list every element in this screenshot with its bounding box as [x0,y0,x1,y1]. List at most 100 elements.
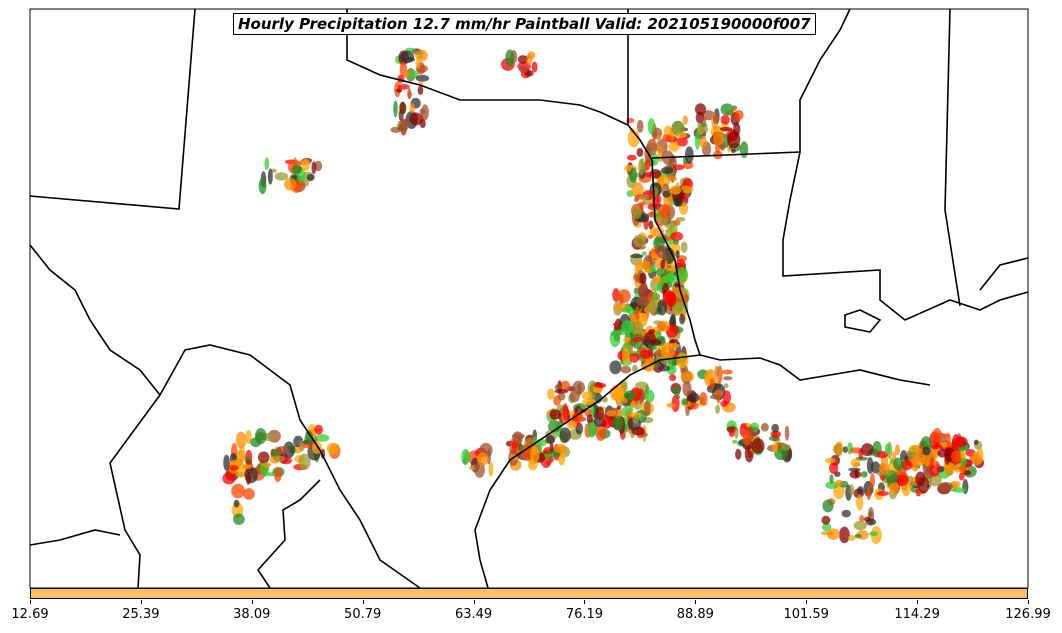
precip-blob [671,394,680,413]
precip-blob [712,114,720,125]
precip-blob [609,329,621,348]
precip-blob [572,380,586,395]
precip-blob [712,133,725,146]
precip-blob [644,389,655,403]
colorbar-tick-label: 38.09 [233,607,271,622]
precip-blob [298,453,311,471]
precip-blob [971,452,982,466]
colorbar-tick [251,600,253,604]
precip-blob [415,58,421,70]
precip-blob [784,425,790,441]
precip-blob [675,250,680,259]
precip-blob [632,414,640,424]
precip-blob [631,182,644,199]
precip-blob [740,141,749,159]
precip-blob [641,194,650,200]
precip-blob [553,444,568,454]
precip-blob [876,450,889,459]
precip-blob [409,112,424,126]
precip-blob [267,168,273,185]
precip-blob [882,469,894,476]
precip-blob [557,392,566,401]
precip-blob [526,53,533,66]
precip-blob [630,401,637,408]
precip-blob [856,494,864,511]
colorbar-tick-label: 114.29 [894,607,940,622]
precip-blob [953,436,968,448]
precip-blob [419,108,426,115]
precip-blob [640,281,648,300]
precip-blob [723,383,729,389]
precip-blob [657,365,671,372]
precip-blob [770,430,782,438]
precip-blob [587,421,597,438]
precip-blob [548,455,555,463]
precip-blob [835,441,844,457]
precip-blob [661,166,674,175]
precip-blob [888,482,900,494]
precip-blob [658,204,671,219]
precip-blob [417,85,424,96]
precip-blob [656,245,667,259]
precip-blob [403,70,409,78]
precip-blob [939,481,953,491]
precip-blob [675,217,686,222]
precip-blob [893,457,903,471]
precip-blob [549,409,561,420]
precip-blob [605,410,617,417]
precip-blob [847,535,856,541]
precip-blob [595,424,607,441]
precip-blob [771,423,779,433]
precip-blob [742,429,752,447]
precip-blob [859,515,865,523]
precip-blob [649,339,662,346]
precip-blob [973,439,979,446]
precip-blob [245,472,252,485]
colorbar-tick-label: 63.49 [454,607,493,622]
precip-blob [699,135,707,148]
precip-blob [311,161,317,175]
precip-blob [876,491,890,496]
precip-blob [884,443,891,456]
precip-blob [231,483,245,499]
precip-blob [772,441,779,453]
precip-blob [722,376,733,381]
precip-blob [407,92,412,98]
precip-blob [675,352,689,369]
precip-blob [706,371,712,383]
precip-blob [621,306,633,313]
precip-blob [647,118,656,135]
precip-blob [633,287,639,295]
precip-blob [715,404,721,414]
precip-blob [932,458,937,466]
precip-blob [671,122,685,134]
precip-blob [315,434,330,442]
precip-blob [518,66,529,73]
precip-blob [853,520,868,531]
precip-blob [648,220,654,230]
precip-blob [620,320,634,334]
precip-blob [616,405,622,411]
precip-blob [643,400,651,417]
precip-blob [653,320,662,325]
precip-blob [850,458,861,468]
colorbar-tick-label: 50.79 [344,607,382,622]
precip-blob [960,457,967,467]
precip-blob [849,470,862,479]
precip-blob [617,289,631,304]
precip-blob [632,205,643,219]
precip-blob [223,454,230,471]
precip-blob [521,444,534,461]
precip-blob [243,488,255,500]
precip-blob [627,129,640,148]
precip-blob [857,486,864,495]
precip-blob [623,390,637,401]
colorbar-tick [140,600,142,604]
precip-blob [676,267,688,283]
precip-blob [721,369,733,375]
precip-blob [829,462,839,474]
precip-blob [306,173,315,181]
precip-blob [719,126,733,132]
precip-blob [634,264,640,275]
precip-blob [636,297,651,307]
